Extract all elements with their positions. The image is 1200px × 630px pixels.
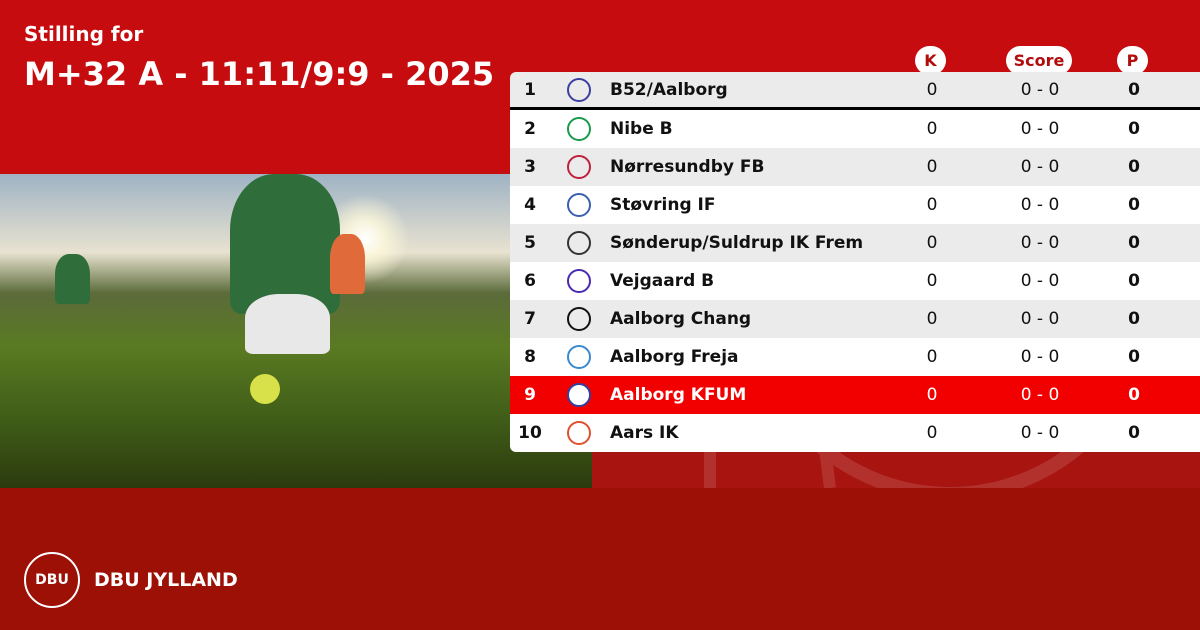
points: 0 (1128, 195, 1140, 215)
position: 7 (524, 309, 536, 329)
team-name: Aalborg Chang (610, 309, 752, 329)
table-row[interactable]: 1 B52/Aalborg 0 0 - 0 0 (510, 72, 1200, 110)
position: 4 (524, 195, 536, 215)
table-row[interactable]: 2 Nibe B 0 0 - 0 0 (510, 110, 1200, 148)
team-name: Aalborg Freja (610, 347, 739, 367)
matches-played: 0 (926, 385, 938, 405)
matches-played: 0 (926, 157, 938, 177)
position: 9 (524, 385, 536, 405)
points: 0 (1128, 309, 1140, 329)
points: 0 (1128, 119, 1140, 139)
club-logo-icon (564, 420, 594, 446)
position: 8 (524, 347, 536, 367)
points: 0 (1128, 385, 1140, 405)
table-row[interactable]: 5 Sønderup/Suldrup IK Frem 0 0 - 0 0 (510, 224, 1200, 262)
matches-played: 0 (926, 347, 938, 367)
position: 5 (524, 233, 536, 253)
position: 6 (524, 271, 536, 291)
matches-played: 0 (926, 195, 938, 215)
position: 1 (524, 79, 536, 100)
position: 2 (524, 119, 536, 139)
table-row[interactable]: 10 Aars IK 0 0 - 0 0 (510, 414, 1200, 452)
footer-brand: DBU DBU JYLLAND (24, 552, 238, 608)
score: 0 - 0 (1020, 79, 1060, 100)
team-name: Aars IK (610, 423, 679, 443)
score: 0 - 0 (1020, 157, 1060, 177)
page-subtitle: Stilling for (24, 22, 144, 46)
team-name: Sønderup/Suldrup IK Frem (610, 233, 864, 253)
page-title: M+32 A - 11:11/9:9 - 2025 (24, 55, 495, 93)
footer-band (0, 488, 1200, 630)
team-name: Aalborg KFUM (610, 385, 747, 405)
table-row[interactable]: 9 Aalborg KFUM 0 0 - 0 0 (510, 376, 1200, 414)
club-logo-icon (564, 192, 594, 218)
dbu-seal-logo: DBU (24, 552, 80, 608)
matches-played: 0 (926, 309, 938, 329)
team-name: B52/Aalborg (610, 79, 728, 100)
matches-played: 0 (926, 119, 938, 139)
points: 0 (1128, 347, 1140, 367)
position: 10 (518, 423, 542, 443)
club-logo-icon (564, 77, 594, 103)
football-photo (0, 174, 592, 488)
club-logo-icon (564, 154, 594, 180)
club-logo-icon (564, 344, 594, 370)
table-row[interactable]: 6 Vejgaard B 0 0 - 0 0 (510, 262, 1200, 300)
club-logo-icon (564, 116, 594, 142)
points: 0 (1128, 233, 1140, 253)
club-logo-icon (564, 230, 594, 256)
matches-played: 0 (926, 233, 938, 253)
matches-played: 0 (926, 79, 938, 100)
table-row[interactable]: 4 Støvring IF 0 0 - 0 0 (510, 186, 1200, 224)
club-logo-icon (564, 268, 594, 294)
column-header-p: P (1117, 46, 1148, 75)
points: 0 (1128, 79, 1140, 100)
table-row[interactable]: 8 Aalborg Freja 0 0 - 0 0 (510, 338, 1200, 376)
points: 0 (1128, 157, 1140, 177)
score: 0 - 0 (1020, 385, 1060, 405)
team-name: Nørresundby FB (610, 157, 765, 177)
points: 0 (1128, 271, 1140, 291)
score: 0 - 0 (1020, 119, 1060, 139)
column-header-k: K (915, 46, 946, 75)
table-row[interactable]: 3 Nørresundby FB 0 0 - 0 0 (510, 148, 1200, 186)
score: 0 - 0 (1020, 347, 1060, 367)
club-logo-icon (564, 382, 594, 408)
team-name: Støvring IF (610, 195, 716, 215)
score: 0 - 0 (1020, 271, 1060, 291)
score: 0 - 0 (1020, 195, 1060, 215)
score: 0 - 0 (1020, 233, 1060, 253)
brand-name: DBU JYLLAND (94, 569, 238, 591)
points: 0 (1128, 423, 1140, 443)
position: 3 (524, 157, 536, 177)
matches-played: 0 (926, 271, 938, 291)
team-name: Nibe B (610, 119, 673, 139)
club-logo-icon (564, 306, 594, 332)
matches-played: 0 (926, 423, 938, 443)
score: 0 - 0 (1020, 423, 1060, 443)
column-header-score: Score (1006, 46, 1072, 75)
team-name: Vejgaard B (610, 271, 715, 291)
table-row[interactable]: 7 Aalborg Chang 0 0 - 0 0 (510, 300, 1200, 338)
score: 0 - 0 (1020, 309, 1060, 329)
